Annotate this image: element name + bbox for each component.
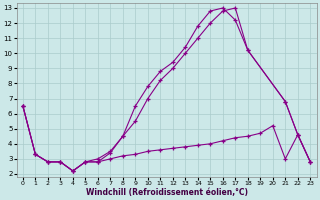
X-axis label: Windchill (Refroidissement éolien,°C): Windchill (Refroidissement éolien,°C): [85, 188, 248, 197]
